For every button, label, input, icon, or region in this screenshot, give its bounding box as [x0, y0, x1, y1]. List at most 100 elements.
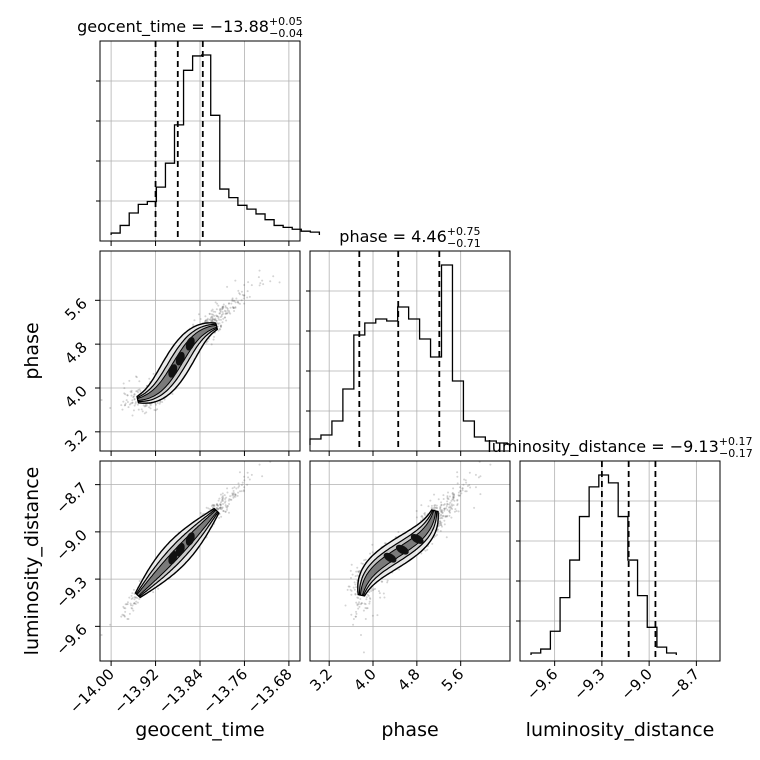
- sample-point: [461, 487, 464, 490]
- sample-point: [122, 400, 125, 403]
- sample-point: [439, 506, 442, 509]
- sample-point: [448, 510, 451, 513]
- sample-point: [360, 602, 363, 605]
- sample-point: [232, 493, 235, 496]
- sample-point: [354, 583, 357, 586]
- sample-point: [459, 489, 462, 492]
- sample-point: [432, 507, 435, 510]
- sample-point: [238, 490, 241, 493]
- sample-point: [223, 309, 226, 312]
- sample-point: [220, 508, 223, 511]
- sample-point: [449, 501, 452, 504]
- sample-point: [220, 507, 223, 510]
- sample-point: [447, 491, 450, 494]
- sample-point: [397, 531, 400, 534]
- sample-point: [236, 494, 239, 497]
- sample-point: [368, 591, 371, 594]
- sample-point: [379, 596, 382, 599]
- x-tick-label: −8.7: [665, 665, 703, 703]
- sample-point: [382, 592, 385, 595]
- sample-point: [216, 503, 219, 506]
- sample-point: [474, 486, 477, 489]
- sample-point: [447, 498, 450, 501]
- x-tick-label: −9.6: [523, 665, 561, 703]
- sample-point: [446, 500, 449, 503]
- sample-point: [358, 569, 361, 572]
- scatter-panel-geocent_time-vs-luminosity_distance: −14.00−13.92−13.84−13.76−13.68 −9.6 −9.3 −9…: [52, 460, 301, 717]
- sample-point: [226, 491, 229, 494]
- sample-point: [199, 512, 202, 515]
- sample-point: [356, 604, 359, 607]
- sample-point: [230, 302, 233, 305]
- sample-point: [214, 318, 217, 321]
- x-tick-label: −9.0: [617, 665, 655, 703]
- sample-point: [211, 316, 214, 319]
- sample-point: [355, 601, 358, 604]
- sample-point: [352, 586, 355, 589]
- sample-point: [132, 602, 135, 605]
- sample-point: [224, 316, 227, 319]
- sample-point: [225, 312, 228, 315]
- sample-point: [154, 402, 157, 405]
- sample-point: [433, 493, 436, 496]
- sample-point: [228, 503, 231, 506]
- sample-point: [210, 504, 213, 507]
- sample-point: [134, 402, 137, 405]
- sample-point: [204, 320, 207, 323]
- sample-point: [233, 486, 236, 489]
- sample-point: [350, 589, 353, 592]
- sample-point: [218, 322, 221, 325]
- sample-point: [148, 406, 151, 409]
- sample-point: [439, 513, 442, 516]
- sample-point: [232, 496, 235, 499]
- sample-point: [210, 309, 213, 312]
- sample-point: [469, 486, 472, 489]
- sample-point: [218, 507, 221, 510]
- sample-point: [211, 308, 214, 311]
- sample-point: [367, 594, 370, 597]
- sample-point: [154, 409, 157, 412]
- sample-point: [355, 570, 358, 573]
- sample-point: [237, 491, 240, 494]
- sample-point: [152, 591, 155, 594]
- sample-point: [125, 603, 128, 606]
- y-tick-label: 4.8: [61, 338, 91, 368]
- sample-point: [133, 393, 136, 396]
- sample-point: [383, 596, 386, 599]
- sample-point: [371, 589, 374, 592]
- sample-point: [355, 586, 358, 589]
- sample-point: [231, 492, 234, 495]
- sample-point: [138, 388, 141, 391]
- y-tick-label: −9.0: [52, 526, 90, 564]
- sample-point: [142, 404, 145, 407]
- sample-point: [206, 318, 209, 321]
- x-tick-label: −9.3: [570, 665, 608, 703]
- sample-point: [434, 535, 437, 538]
- sample-point: [479, 493, 482, 496]
- sample-point: [109, 623, 112, 626]
- sample-point: [126, 618, 129, 621]
- sample-point: [134, 401, 137, 404]
- sample-point: [357, 570, 360, 573]
- sample-point: [126, 400, 129, 403]
- sample-point: [458, 494, 461, 497]
- sample-point: [362, 651, 365, 654]
- sample-point: [438, 517, 441, 520]
- sample-point: [120, 404, 123, 407]
- sample-point: [224, 305, 227, 308]
- contour-core: [175, 542, 185, 557]
- sample-point: [154, 403, 157, 406]
- sample-point: [205, 319, 208, 322]
- sample-point: [243, 284, 246, 287]
- sample-point: [216, 504, 219, 507]
- sample-point: [136, 601, 139, 604]
- sample-point: [137, 388, 140, 391]
- sample-point: [489, 463, 492, 466]
- sample-point: [246, 296, 249, 299]
- sample-point: [213, 314, 216, 317]
- sample-point: [206, 317, 209, 320]
- sample-point: [241, 293, 244, 296]
- sample-point: [211, 318, 214, 321]
- x-tick-label: −13.92: [110, 665, 162, 717]
- sample-point: [378, 590, 381, 593]
